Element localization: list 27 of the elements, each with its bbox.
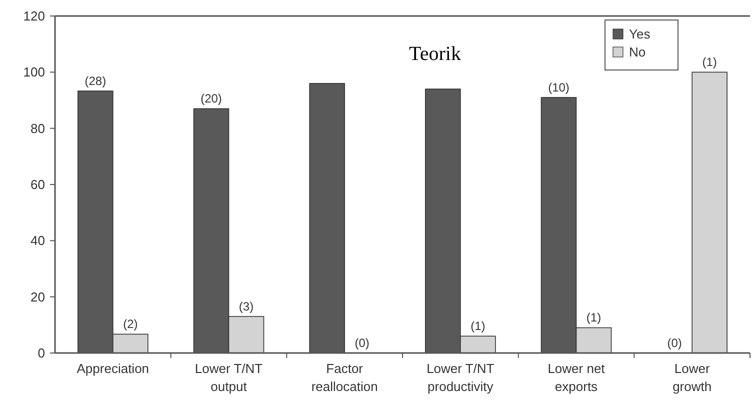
y-tick-label: 80 bbox=[30, 120, 45, 136]
legend-label: No bbox=[629, 44, 646, 60]
y-tick-label: 40 bbox=[30, 233, 45, 248]
legend-label: Yes bbox=[629, 26, 651, 42]
y-tick-label: 20 bbox=[30, 289, 45, 304]
annotation: (2) bbox=[123, 317, 138, 332]
y-tick-label: 100 bbox=[23, 64, 45, 80]
annotation: Teorik bbox=[409, 43, 461, 65]
y-tick-label: 120 bbox=[23, 8, 45, 24]
x-tick-label: Appreciation bbox=[76, 361, 150, 376]
x-tick-label: Factor reallocation bbox=[311, 361, 378, 394]
annotation: (3) bbox=[238, 299, 254, 314]
annotation: (10) bbox=[548, 80, 570, 94]
annotation: (20) bbox=[200, 92, 222, 106]
bar bbox=[692, 72, 728, 354]
x-tick-label: Lower growth bbox=[672, 361, 712, 394]
annotation: (1) bbox=[470, 319, 486, 334]
x-tick-label: Lower net exports bbox=[548, 361, 606, 394]
annotation: (0) bbox=[354, 336, 370, 350]
y-tick-label: 0 bbox=[38, 346, 45, 361]
annotation: (0) bbox=[667, 336, 682, 350]
annotation: (1) bbox=[702, 55, 717, 70]
annotation: (28) bbox=[84, 74, 106, 88]
x-tick-label: Lower T/NT output bbox=[194, 361, 263, 394]
y-tick-label: 60 bbox=[30, 177, 45, 192]
x-tick-label: Lower T/NT productivity bbox=[426, 361, 494, 394]
annotation: (1) bbox=[586, 310, 602, 325]
